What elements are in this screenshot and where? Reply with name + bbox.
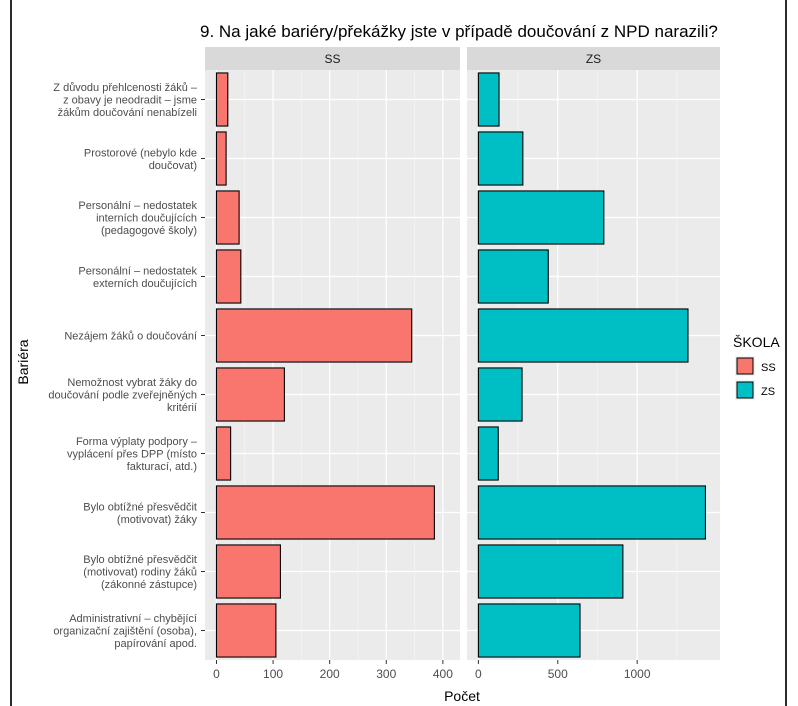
y-axis-title: Bariéra (15, 339, 31, 384)
category-label: Bylo obtížné přesvědčit (motivovat) rodin… (83, 554, 197, 591)
bar (215, 190, 240, 245)
bar (477, 131, 524, 186)
bar (215, 308, 413, 363)
bar (477, 426, 499, 481)
x-tick-label: 200 (320, 667, 340, 681)
category-label: Bylo obtížné přesvědčit (motivovat) žáky (83, 501, 197, 526)
category-label: Nezájem žáků o doučování (64, 331, 197, 343)
facet-strip (205, 47, 460, 70)
bar (215, 603, 277, 658)
bar (477, 249, 549, 304)
legend-key-zs (736, 381, 754, 399)
left-border (10, 0, 12, 706)
bar (215, 249, 242, 304)
facet-strip-label: ZS (586, 52, 601, 66)
bar (477, 72, 500, 127)
bar (215, 485, 435, 540)
facet-strip-label: SS (324, 52, 340, 66)
bar (477, 308, 689, 363)
legend-label-ss: SS (761, 362, 776, 374)
bar (215, 426, 232, 481)
category-label: Z důvodu přehlcenosti žáků – z obavy je n… (53, 82, 198, 119)
bar (477, 190, 605, 245)
bar (215, 131, 227, 186)
plot-layer: SS 0 100 200 300 400 ZS 0 500 1000 (205, 47, 720, 681)
category-label: Personální – nedostatek externích doučují… (78, 265, 197, 290)
x-tick-label: 1000 (624, 667, 651, 681)
legend-key-ss (736, 357, 754, 375)
category-label: Prostorové (nebylo kde doučovat) (84, 147, 197, 172)
x-axis-title: Počet (444, 688, 480, 704)
bar (215, 367, 285, 422)
category-label: Nemožnost vybrat žáky do doučování podle … (48, 377, 197, 414)
category-label: Forma výplaty podpory – vyplácení přes DP… (67, 436, 198, 473)
bar (477, 367, 523, 422)
bar (477, 603, 581, 658)
bar (477, 485, 706, 540)
x-tick-label: 400 (433, 667, 453, 681)
category-labels: Z důvodu přehlcenosti žáků – z obavy je n… (48, 82, 205, 650)
chart-title: 9. Na jaké bariéry/překážky jste v přípa… (200, 22, 718, 41)
bar (477, 544, 624, 599)
category-label: Administrativní – chybějící organizační z… (53, 613, 197, 650)
x-tick-label: 500 (548, 667, 568, 681)
x-tick-label: 100 (263, 667, 283, 681)
x-tick-label: 0 (475, 667, 482, 681)
right-border (785, 0, 787, 706)
legend-title: ŠKOLA (733, 334, 780, 350)
x-tick-label: 300 (376, 667, 396, 681)
bar (215, 72, 229, 127)
x-tick-label: 0 (213, 667, 220, 681)
bar (215, 544, 281, 599)
legend: ŠKOLA SS ZS (733, 334, 780, 400)
category-label: Personální – nedostatek interních doučují… (78, 200, 197, 237)
facet-strip (467, 47, 720, 70)
legend-label-zs: ZS (761, 386, 775, 398)
